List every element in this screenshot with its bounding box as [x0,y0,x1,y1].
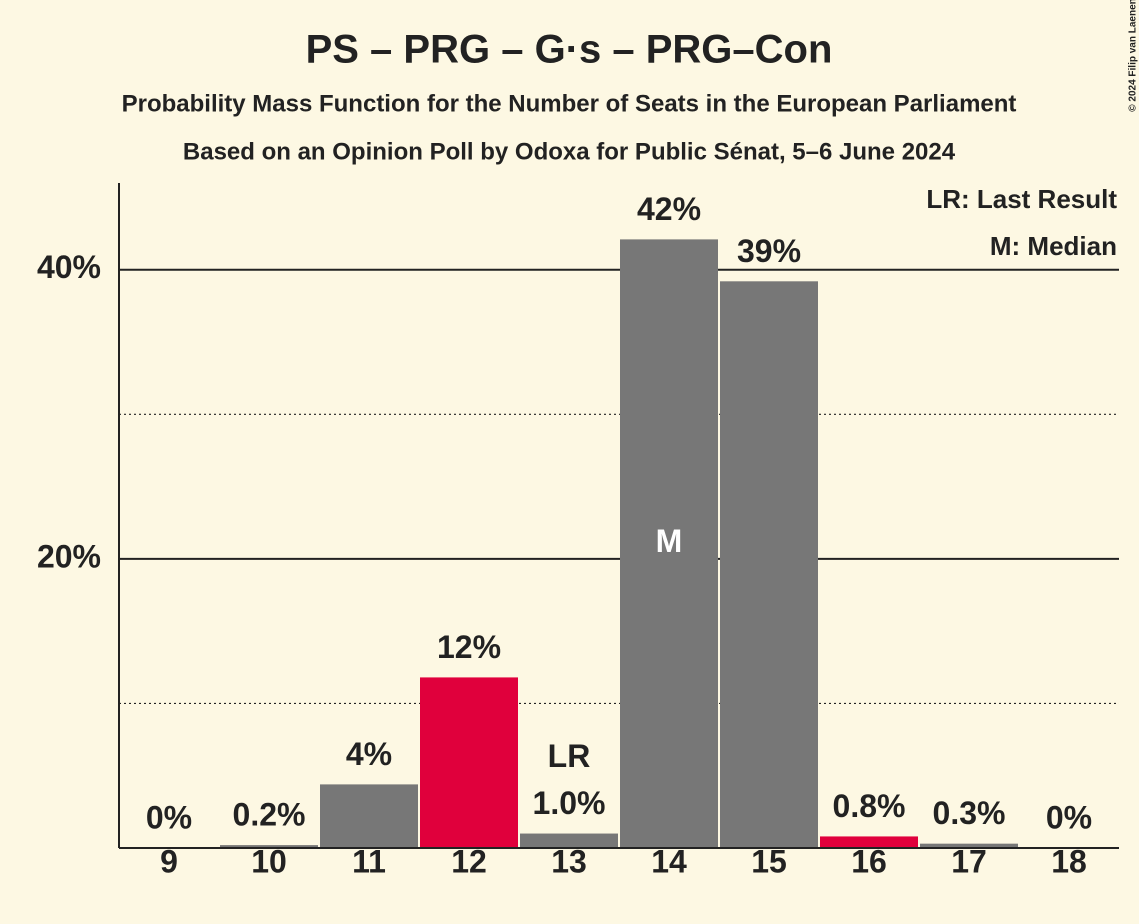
copyright: © 2024 Filip van Laenen [1128,0,1139,112]
bar [320,784,418,848]
chart-subtitle: Based on an Opinion Poll by Odoxa for Pu… [183,138,956,165]
x-tick-label: 9 [160,843,178,879]
legend-entry: M: Median [990,231,1117,261]
value-label: 39% [737,233,801,269]
median-marker: M [656,523,683,559]
bar [920,843,1018,848]
last-result-marker: LR [548,738,591,774]
value-label: 0.3% [933,795,1006,831]
x-tick-label: 14 [651,843,687,879]
bar [520,833,618,848]
x-tick-label: 11 [352,843,386,879]
x-tick-label: 13 [551,843,587,879]
x-tick-label: 12 [451,843,487,879]
y-tick-label: 40% [37,249,101,285]
value-label: 4% [346,736,392,772]
bar [720,281,818,849]
bar [420,677,518,848]
value-label: 0% [1046,799,1092,835]
x-tick-label: 18 [1051,843,1087,879]
x-tick-label: 16 [851,843,887,879]
x-tick-label: 15 [751,843,787,879]
chart-title: PS – PRG – G·s – PRG–Con [306,28,833,72]
value-label: 12% [437,629,501,665]
x-tick-label: 17 [951,843,987,879]
bar [220,845,318,848]
value-label: 0.2% [233,797,306,833]
legend-entry: LR: Last Result [926,184,1117,214]
bar [820,836,918,848]
value-label: 1.0% [533,785,606,821]
value-label: 0.8% [833,788,906,824]
value-label: 0% [146,799,192,835]
y-tick-label: 20% [37,538,101,574]
value-label: 42% [637,191,701,227]
x-tick-label: 10 [251,843,287,879]
chart-subtitle: Probability Mass Function for the Number… [122,90,1017,117]
bar [620,239,718,848]
